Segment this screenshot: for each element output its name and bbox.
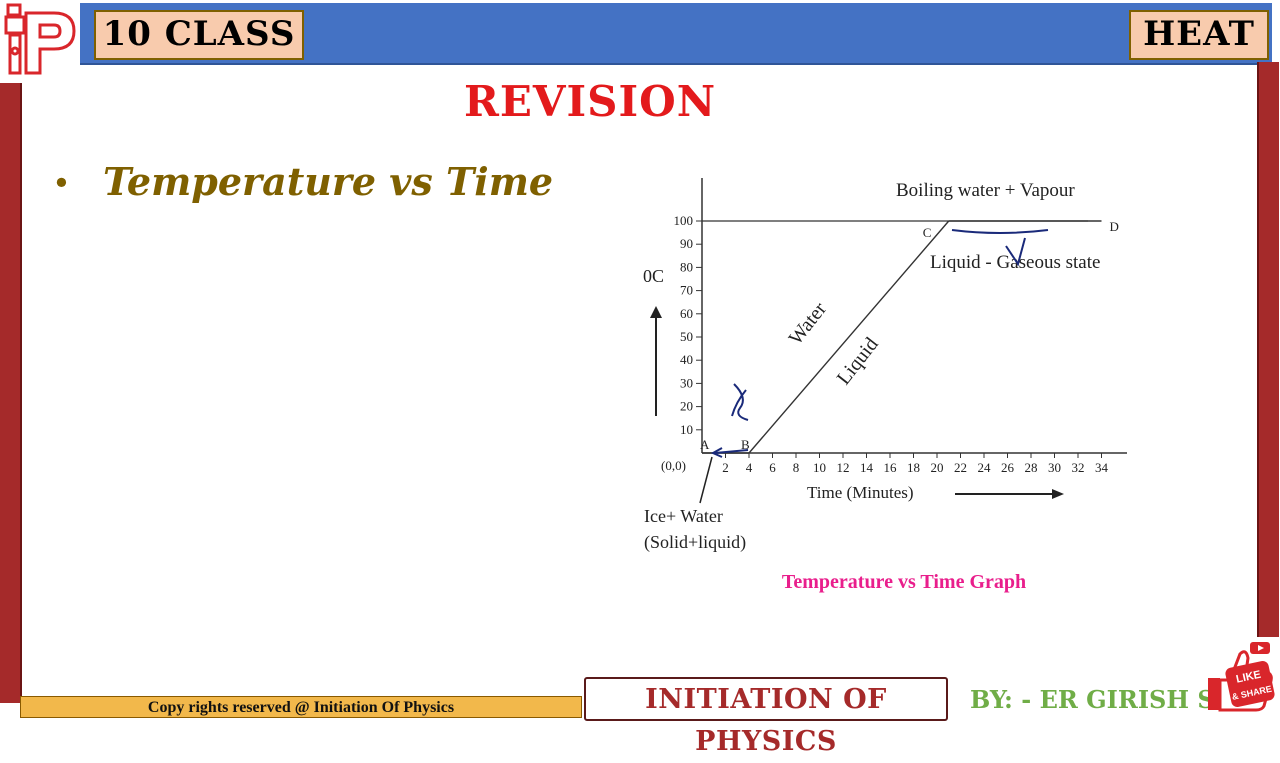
y-tick-label: 50 (680, 329, 693, 344)
x-axis-label: Time (Minutes) (807, 483, 914, 502)
annotation-solid-liquid: (Solid+liquid) (644, 532, 746, 553)
x-tick-label: 32 (1072, 460, 1085, 475)
y-tick-label: 30 (680, 375, 693, 390)
annotation-boiling: Boiling water + Vapour (896, 180, 1075, 201)
like-share-icon[interactable]: LIKE & SHARE (1206, 640, 1276, 712)
x-tick-label: 34 (1095, 460, 1109, 475)
bullet-icon: • (52, 164, 71, 202)
x-tick-label: 30 (1048, 460, 1061, 475)
point-label-d: D (1110, 219, 1119, 234)
slide-title: REVISION (464, 77, 717, 126)
physics-logo-icon (4, 3, 76, 75)
x-tick-label: 2 (722, 460, 729, 475)
x-tick-label: 10 (813, 460, 826, 475)
x-tick-label: 22 (954, 460, 967, 475)
series-segment (748, 220, 950, 454)
annotation-liquid-gaseous: Liquid - Gaseous state (930, 252, 1100, 273)
brand-box: INITIATION OF PHYSICS (584, 677, 948, 757)
y-tick-label: 100 (674, 213, 694, 228)
x-tick-label: 26 (1001, 460, 1015, 475)
x-tick-label: 8 (793, 460, 800, 475)
annotation-ice-water: Ice+ Water (644, 506, 723, 526)
copyright-bar: Copy rights reserved @ Initiation Of Phy… (20, 696, 582, 718)
y-tick-label: 10 (680, 422, 693, 437)
x-tick-label: 28 (1025, 460, 1038, 475)
subject-badge: HEAT (1129, 10, 1269, 60)
bullet-text: Temperature vs Time (103, 159, 554, 204)
handwritten-bracket-icon (951, 229, 1049, 234)
handwritten-x-icon (731, 383, 749, 421)
handwritten-check-icon (1005, 237, 1026, 267)
point-label-c: C (923, 225, 932, 240)
x-tick-label: 16 (884, 460, 898, 475)
x-tick-label: 12 (837, 460, 850, 475)
like-label: LIKE (1235, 669, 1262, 686)
chart-title: Temperature vs Time Graph (782, 571, 1026, 593)
copyright-text: Copy rights reserved @ Initiation Of Phy… (147, 699, 455, 716)
annotation-liquid: Liquid (833, 333, 883, 389)
x-tick-label: 20 (931, 460, 944, 475)
x-arrow-head-icon (1052, 489, 1064, 499)
handwritten-arrow-line (714, 449, 749, 454)
origin-label: (0,0) (661, 458, 686, 473)
y-arrow-head-icon (650, 306, 662, 318)
y-tick-label: 60 (680, 306, 693, 321)
y-tick-label: 20 (680, 399, 693, 414)
author-credit: BY: - ER GIRISH SIR (970, 685, 1246, 714)
x-tick-label: 4 (746, 460, 753, 475)
brand-text: INITIATION OF PHYSICS (645, 684, 887, 757)
annotation-pointer-line (699, 456, 713, 504)
y-tick-label: 80 (680, 259, 693, 274)
x-tick-label: 14 (860, 460, 874, 475)
right-border-strip (1257, 62, 1279, 637)
y-tick-label: 70 (680, 283, 693, 298)
class-badge: 10 CLASS (94, 10, 304, 60)
y-tick-label: 90 (680, 236, 693, 251)
x-tick-label: 6 (769, 460, 776, 475)
point-label-b: B (741, 437, 750, 452)
y-axis-label: 0C (643, 266, 664, 286)
temperature-time-chart: Time (Minutes) 0C (0,0) Temperature vs Time… (643, 178, 1127, 593)
x-tick-label: 24 (978, 460, 992, 475)
left-border-strip (0, 83, 22, 703)
handwritten-arrow-head-icon (710, 447, 723, 458)
y-tick-label: 40 (680, 352, 693, 367)
point-label-a: A (700, 437, 710, 452)
annotation-water: Water (785, 298, 832, 349)
x-tick-label: 18 (907, 460, 920, 475)
